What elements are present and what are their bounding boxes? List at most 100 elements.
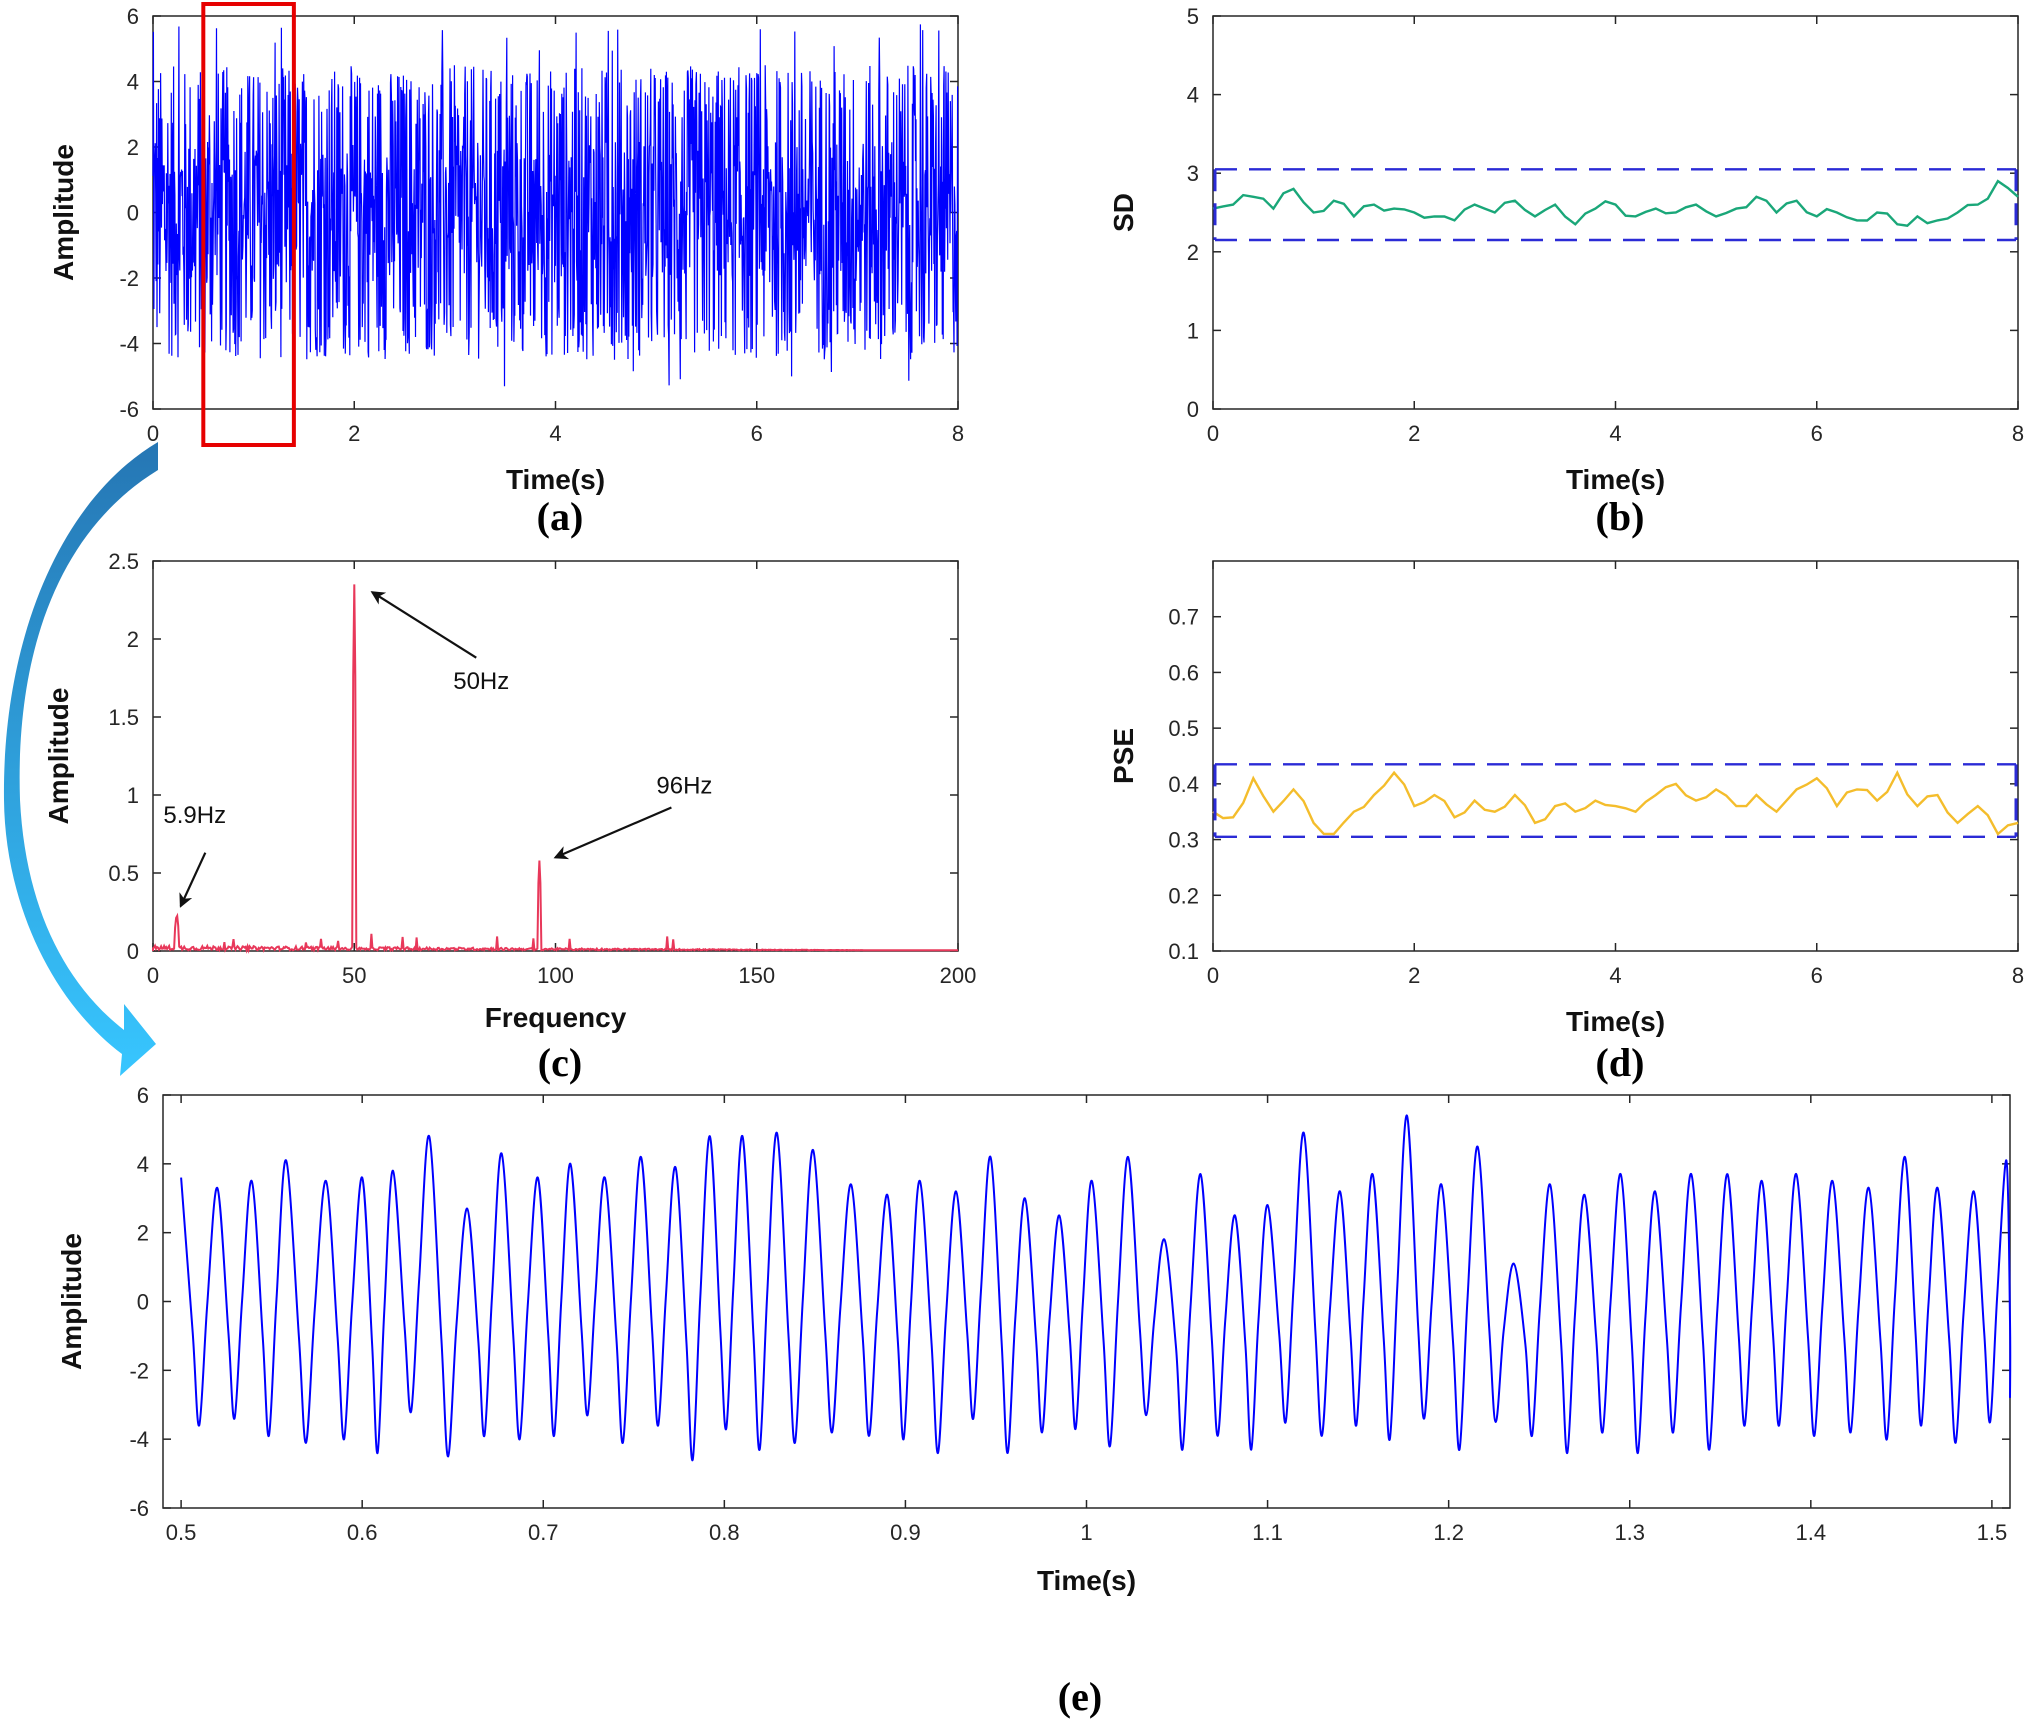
x-tick-label: 4 xyxy=(1609,421,1621,446)
x-tick-label: 6 xyxy=(1811,421,1823,446)
signal-line-zoomed xyxy=(180,1114,2012,1461)
y-tick-label: 0 xyxy=(1187,397,1199,422)
y-tick-label: 2 xyxy=(137,1221,149,1246)
y-tick-label: 0.6 xyxy=(1168,660,1199,685)
x-axis-label: Time(s) xyxy=(1037,1565,1136,1596)
feature-line xyxy=(1212,769,2019,836)
x-tick-label: 6 xyxy=(751,421,763,446)
y-tick-label: -6 xyxy=(119,397,139,422)
y-tick-label: 6 xyxy=(127,4,139,29)
panel-d: 0 2 4 6 8 0.1 0.2 0.3 0.4 0.5 0.6 0.7 Time(s) PSE (d) xyxy=(1108,560,2024,1085)
x-tick-label: 150 xyxy=(738,963,775,988)
x-tick-label: 0 xyxy=(147,963,159,988)
y-axis-label: SD xyxy=(1108,193,1139,232)
y-axis-label: Amplitude xyxy=(48,144,79,281)
x-tick-label: 1.2 xyxy=(1433,1520,1464,1545)
x-tick-label: 0.8 xyxy=(709,1520,740,1545)
panel-label: (e) xyxy=(1058,1674,1102,1719)
x-tick-label: 0.5 xyxy=(166,1520,197,1545)
highlight-box xyxy=(201,2,296,447)
x-tick-label: 4 xyxy=(1609,963,1621,988)
annotation-arrow xyxy=(179,852,207,908)
x-tick-label: 0 xyxy=(1207,421,1219,446)
y-tick-label: 4 xyxy=(137,1152,149,1177)
x-tick-label: 1.5 xyxy=(1977,1520,2008,1545)
y-tick-label: 0.5 xyxy=(1168,716,1199,741)
y-tick-label: 2 xyxy=(127,627,139,652)
x-tick-label: 0.9 xyxy=(890,1520,921,1545)
spectrum-line xyxy=(152,584,958,954)
y-tick-label: 0.3 xyxy=(1168,828,1199,853)
x-tick-label: 8 xyxy=(2012,963,2024,988)
x-axis-label: Time(s) xyxy=(1566,1006,1665,1037)
panel-label: (b) xyxy=(1596,494,1645,539)
panel-a: 0 2 4 6 8 -6 -4 -2 0 2 4 6 Time(s) Amplitude (a) xyxy=(48,2,964,539)
y-tick-label: 0 xyxy=(137,1290,149,1315)
y-tick-label: 2 xyxy=(1187,240,1199,265)
x-axis-label: Time(s) xyxy=(1566,464,1665,495)
y-tick-label: 4 xyxy=(1187,83,1199,108)
x-tick-label: 2 xyxy=(1408,963,1420,988)
y-tick-label: 6 xyxy=(137,1083,149,1108)
peak-label: 96Hz xyxy=(656,772,712,799)
y-tick-label: -2 xyxy=(129,1358,149,1383)
y-tick-label: -2 xyxy=(119,266,139,291)
y-axis-label: PSE xyxy=(1108,728,1139,784)
x-tick-label: 1.1 xyxy=(1252,1520,1283,1545)
x-tick-label: 0.6 xyxy=(347,1520,378,1545)
panel-c: 0 50 100 150 200 0 0.5 1 1.5 2 2.5 Frequency Amplitu… xyxy=(43,549,976,1085)
y-tick-label: 5 xyxy=(1187,4,1199,29)
panel-b: 0 2 4 6 8 0 1 2 3 4 5 Time(s) SD (b) xyxy=(1108,4,2024,539)
panel-e: 0.5 0.6 0.7 0.8 0.9 1 1.1 1.2 1.3 1.4 1.5 -6 -4 -2 0 2 4… xyxy=(56,1083,2012,1719)
panel-label: (a) xyxy=(537,494,584,539)
x-tick-label: 100 xyxy=(537,963,574,988)
x-tick-label: 8 xyxy=(952,421,964,446)
annotation-arrow xyxy=(553,806,672,860)
panel-label: (d) xyxy=(1596,1040,1645,1085)
plot-area xyxy=(1212,560,2019,952)
y-tick-label: 1 xyxy=(127,783,139,808)
peak-label: 5.9Hz xyxy=(163,802,226,829)
y-tick-label: 3 xyxy=(1187,161,1199,186)
y-tick-label: 0.7 xyxy=(1168,605,1199,630)
y-tick-label: 0 xyxy=(127,939,139,964)
x-axis-label: Frequency xyxy=(485,1002,627,1033)
x-tick-label: 50 xyxy=(342,963,366,988)
x-tick-label: 1.3 xyxy=(1614,1520,1645,1545)
y-tick-label: 0.2 xyxy=(1168,883,1199,908)
x-axis-label: Time(s) xyxy=(506,464,605,495)
y-tick-label: 1 xyxy=(1187,318,1199,343)
y-tick-label: -4 xyxy=(119,332,139,357)
y-tick-label: 0.5 xyxy=(108,861,139,886)
x-tick-label: 8 xyxy=(2012,421,2024,446)
y-tick-label: 4 xyxy=(127,70,139,95)
y-tick-label: -6 xyxy=(129,1496,149,1521)
y-tick-label: -4 xyxy=(129,1427,149,1452)
y-tick-label: 0.1 xyxy=(1168,939,1199,964)
x-tick-label: 200 xyxy=(940,963,977,988)
y-tick-label: 0 xyxy=(127,201,139,226)
flow-arrow xyxy=(3,442,159,1076)
plot-area xyxy=(162,1094,2011,1509)
x-tick-label: 1.4 xyxy=(1796,1520,1827,1545)
y-tick-label: 0.4 xyxy=(1168,772,1199,797)
x-tick-label: 1 xyxy=(1080,1520,1092,1545)
y-tick-label: 1.5 xyxy=(108,705,139,730)
x-tick-label: 0 xyxy=(147,421,159,446)
signal-line xyxy=(152,24,959,387)
x-tick-label: 0.7 xyxy=(528,1520,559,1545)
plot-area xyxy=(1212,15,2019,410)
y-axis-label: Amplitude xyxy=(43,688,74,825)
x-tick-label: 0 xyxy=(1207,963,1219,988)
y-tick-label: 2.5 xyxy=(108,549,139,574)
x-tick-label: 2 xyxy=(1408,421,1420,446)
x-tick-label: 6 xyxy=(1811,963,1823,988)
feature-line xyxy=(1212,179,2019,227)
peak-label: 50Hz xyxy=(453,668,509,695)
y-tick-label: 2 xyxy=(127,135,139,160)
x-tick-label: 4 xyxy=(549,421,561,446)
plot-area xyxy=(152,560,959,952)
annotation-arrow xyxy=(370,591,477,659)
panel-label: (c) xyxy=(538,1040,582,1085)
